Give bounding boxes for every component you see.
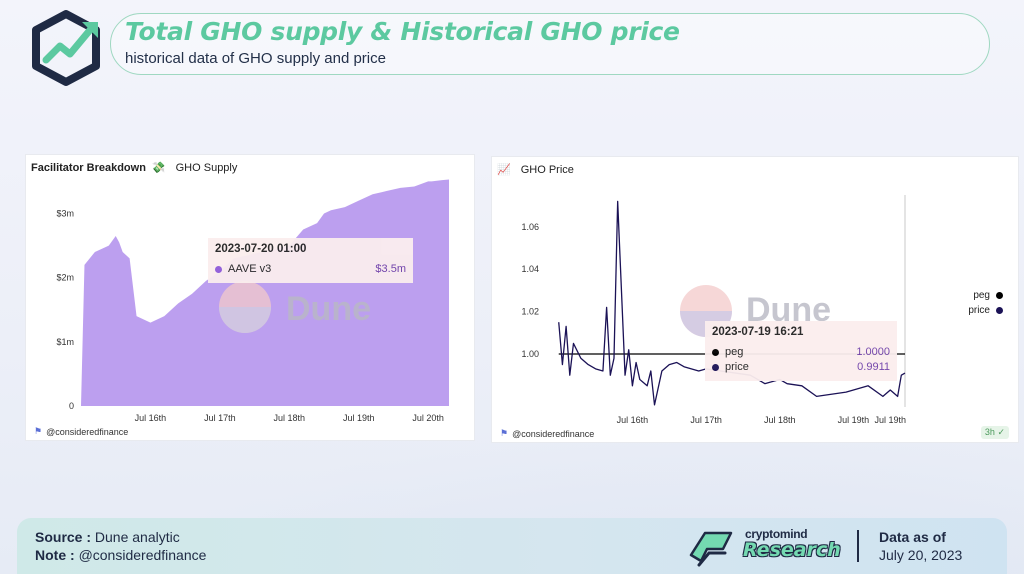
source-value: Dune analytic (94, 529, 180, 545)
asof-label: Data as of (879, 529, 946, 545)
tooltip-price-name: price (725, 361, 749, 373)
brand-top-text: cryptomind (745, 527, 808, 541)
x-tick-label: Jul 17th (690, 415, 722, 425)
legend-price[interactable]: price (968, 305, 1003, 316)
y-tick-label: $1m (56, 337, 74, 347)
x-tick-label: Jul 20th (412, 413, 444, 423)
supply-tooltip: 2023-07-20 01:00 AAVE v3 $3.5m (208, 238, 413, 283)
trend-arrow-hexagon-icon (32, 10, 100, 86)
note-label: Note : (35, 547, 75, 563)
footer-author[interactable]: @consideredfinance (512, 428, 595, 439)
card-footer: ⚑ @consideredfinance (500, 428, 594, 439)
legend-peg-label: peg (973, 290, 990, 301)
supply-chart-card: Facilitator Breakdown 💸 GHO Supply Dune … (25, 154, 475, 441)
tab-gho-price[interactable]: GHO Price (520, 163, 574, 176)
price-dot (712, 363, 719, 371)
note-line: Note : @consideredfinance (35, 547, 206, 563)
x-tick-label: Jul 19th (874, 415, 906, 425)
source-line: Source : Dune analytic (35, 529, 180, 545)
chart-increasing-icon: 📈 (497, 164, 511, 176)
legend-peg[interactable]: peg (973, 290, 1003, 301)
x-tick-label: Jul 18th (764, 415, 796, 425)
note-value: @consideredfinance (78, 547, 207, 563)
card-header: Facilitator Breakdown 💸 GHO Supply (31, 161, 238, 175)
brand-arrow-icon (689, 531, 733, 567)
supply-area-chart: Dune 0 $1m $2m $3m Jul 16th Jul 17th Jul 18th J… (56, 179, 449, 423)
card-heading: Facilitator Breakdown (31, 161, 146, 174)
x-tick-label: Jul 19th (838, 415, 870, 425)
legend-price-dot (996, 307, 1003, 314)
source-label: Source : (35, 529, 92, 545)
y-tick-label: $3m (56, 209, 74, 219)
tooltip-peg-name: peg (725, 346, 744, 358)
asof-date: July 20, 2023 (879, 547, 963, 563)
dune-watermark: Dune (219, 281, 371, 333)
page-subtitle: historical data of GHO supply and price (125, 50, 386, 67)
y-tick-label: 1.06 (521, 222, 539, 232)
title-pill (110, 13, 990, 75)
badge-text: 3h (984, 427, 995, 437)
check-circle-icon: ✓ (997, 427, 1005, 437)
brand-main-text: Research (743, 539, 841, 561)
page-title: Total GHO supply & Historical GHO price (125, 17, 680, 46)
tooltip-date: 2023-07-20 01:00 (215, 243, 307, 255)
x-tick-label: Jul 18th (274, 413, 306, 423)
tooltip-price-value: 0.9911 (857, 361, 890, 373)
x-tick-label: Jul 19th (343, 413, 375, 423)
refresh-badge[interactable]: 3h ✓ (980, 426, 1009, 439)
footer-divider (857, 530, 859, 562)
peg-dot (712, 348, 719, 356)
tooltip-peg-value: 1.0000 (856, 346, 890, 358)
series-dot (215, 265, 222, 273)
dune-user-icon: ⚑ (500, 428, 509, 438)
price-tooltip: 2023-07-19 16:21 peg 1.0000 price 0.9911 (705, 321, 897, 381)
card-footer: ⚑ @consideredfinance (34, 426, 128, 437)
x-tick-label: Jul 17th (204, 413, 236, 423)
tooltip-date: 2023-07-19 16:21 (712, 326, 804, 338)
y-tick-label: 0 (69, 401, 74, 411)
y-tick-label: 1.02 (521, 307, 539, 317)
brand-logo: cryptomind Research (685, 525, 860, 569)
watermark-text: Dune (286, 290, 371, 328)
dune-user-icon: ⚑ (34, 426, 43, 436)
y-tick-label: $2m (56, 273, 74, 283)
legend-price-label: price (968, 305, 990, 316)
tab-gho-supply[interactable]: GHO Supply (175, 161, 238, 174)
x-tick-label: Jul 16th (617, 415, 649, 425)
tooltip-value: $3.5m (375, 263, 406, 275)
tooltip-series: AAVE v3 (228, 263, 272, 275)
y-tick-label: 1.00 (521, 349, 539, 359)
footer-author[interactable]: @consideredfinance (46, 426, 129, 437)
price-chart-card: 📈 GHO Price Dune 1.00 1.02 1.04 1.06 Jul 16t… (491, 156, 1019, 443)
card-header: 📈 GHO Price (497, 163, 574, 177)
y-tick-label: 1.04 (521, 264, 539, 274)
x-tick-label: Jul 16th (135, 413, 167, 423)
legend-peg-dot (996, 292, 1003, 299)
money-with-wings-icon: 💸 (151, 162, 166, 174)
footer-bar: Source : Dune analytic Note : @considere… (17, 518, 1007, 574)
price-series-line (558, 200, 906, 406)
